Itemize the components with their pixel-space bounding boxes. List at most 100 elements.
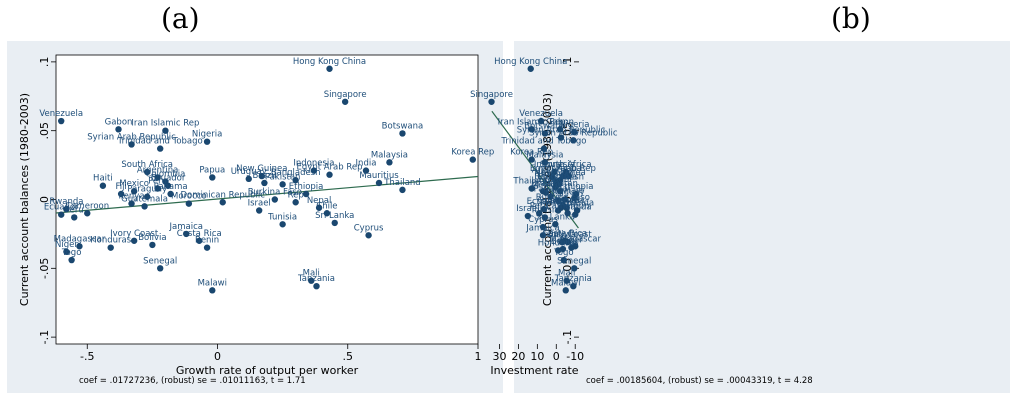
- data-point-label: Ivory Coast: [110, 229, 159, 239]
- data-point-label: Bolivia: [138, 233, 166, 243]
- data-point: [541, 130, 549, 137]
- data-point-label: Guatemala: [121, 194, 168, 204]
- plot-area: [55, 54, 479, 345]
- x-tick-label: 30: [492, 350, 506, 363]
- data-point-label: Peru: [65, 205, 84, 215]
- data-point-label: Peru: [530, 201, 549, 211]
- data-point: [63, 248, 70, 255]
- data-point-label: Bolivia: [548, 230, 576, 240]
- x-tick-label: 20: [511, 350, 525, 363]
- data-point: [555, 181, 563, 188]
- data-point: [245, 175, 252, 183]
- data-point: [488, 98, 495, 105]
- data-point-label: Costa Rica: [542, 229, 587, 239]
- data-point: [143, 193, 151, 200]
- data-point: [154, 174, 161, 181]
- data-point-label: Hong Kong China: [293, 57, 366, 67]
- data-point-label: Papua: [199, 165, 225, 175]
- x-tick-label: -10: [566, 350, 584, 363]
- data-point: [524, 212, 532, 220]
- data-point-label: Uruguay: [538, 170, 574, 180]
- data-point-label: Guatemala: [538, 196, 585, 206]
- y-axis-label: Current account balances (1980-2003): [18, 93, 31, 306]
- data-point-label: Kenya: [554, 196, 580, 206]
- data-point: [279, 181, 286, 188]
- data-point-label: Malawi: [551, 278, 580, 288]
- data-point-label: Syrian Arab Republic: [517, 126, 606, 136]
- data-point: [68, 256, 75, 264]
- data-point-label: Thailand: [383, 178, 421, 188]
- panel-label-a: (a): [161, 2, 200, 35]
- data-point: [292, 177, 299, 184]
- data-point-label: Burkina Faso: [248, 188, 302, 198]
- regression-note: coef = .00185604, (robust) se = .0004331…: [586, 376, 813, 386]
- data-point: [469, 156, 476, 163]
- data-point: [560, 256, 568, 264]
- data-point: [365, 232, 372, 239]
- data-point-label: Burkina Faso: [536, 193, 590, 203]
- data-point: [561, 196, 568, 203]
- data-point: [209, 174, 216, 181]
- data-point-label: Papua: [556, 164, 582, 174]
- data-point-label: Ecuador: [527, 197, 562, 207]
- data-point: [203, 138, 211, 145]
- data-point: [331, 219, 338, 227]
- data-point-label: Cyprus: [354, 223, 384, 233]
- panel-background: [514, 41, 1010, 393]
- data-point-label: Indonesia: [293, 159, 334, 169]
- data-point: [571, 128, 578, 136]
- data-point-label: Nigeria: [192, 130, 222, 140]
- data-point-label: South Africa: [540, 160, 592, 170]
- data-point-label: Malaysia: [526, 150, 563, 160]
- data-point-label: Botswana: [382, 121, 424, 131]
- data-point-label: Togo: [553, 248, 574, 258]
- data-point-label: Kenya: [119, 192, 145, 202]
- data-point-label: Argentina: [532, 165, 573, 175]
- data-point: [167, 190, 174, 198]
- data-point-label: Niger: [55, 240, 78, 250]
- data-point: [528, 126, 535, 133]
- y-tick-label: .05: [561, 122, 574, 140]
- data-point: [540, 205, 548, 213]
- data-point-label: Panama: [154, 182, 188, 192]
- data-point-label: Benin: [195, 236, 219, 246]
- data-point: [558, 238, 566, 246]
- data-point: [564, 210, 571, 217]
- data-point: [572, 211, 579, 218]
- data-point: [156, 265, 164, 272]
- data-point-label: Haiti: [93, 174, 113, 184]
- data-point-label: Pakistan: [265, 172, 301, 182]
- data-point: [58, 117, 65, 125]
- data-point: [552, 221, 559, 228]
- data-point-label: Syrian Arab Republic: [529, 128, 618, 138]
- data-point: [115, 126, 122, 133]
- data-point: [541, 159, 549, 166]
- data-point-label: Niger: [560, 236, 583, 246]
- data-point-label: Ivory Coast: [544, 230, 593, 240]
- data-point: [399, 130, 406, 137]
- data-point: [557, 134, 565, 141]
- data-point: [399, 186, 406, 194]
- data-point-label: Thailand: [512, 176, 550, 186]
- data-point: [565, 172, 572, 180]
- data-point-label: Morocco: [540, 199, 576, 209]
- data-point-label: Cyprus: [528, 215, 558, 225]
- data-point-label: Paraguay: [545, 188, 585, 198]
- data-point: [149, 241, 156, 249]
- data-point-label: Jamaica: [169, 222, 203, 232]
- data-point-label: Rep: [288, 190, 304, 200]
- data-point: [71, 214, 78, 221]
- data-point-label: Korea Rep: [510, 148, 553, 158]
- data-point: [556, 188, 564, 195]
- data-point-label: Israel: [248, 199, 271, 209]
- data-point-label: Tanzania: [554, 274, 592, 284]
- data-point-label: Togo: [61, 248, 82, 258]
- data-point: [323, 210, 331, 217]
- data-point-label: Pakistan: [542, 179, 578, 189]
- data-point-label: Rwanda: [560, 199, 594, 209]
- data-point-label: Fiji: [115, 182, 126, 192]
- data-point-label: Ecuador: [44, 203, 79, 213]
- x-tick-label: 0: [214, 350, 221, 363]
